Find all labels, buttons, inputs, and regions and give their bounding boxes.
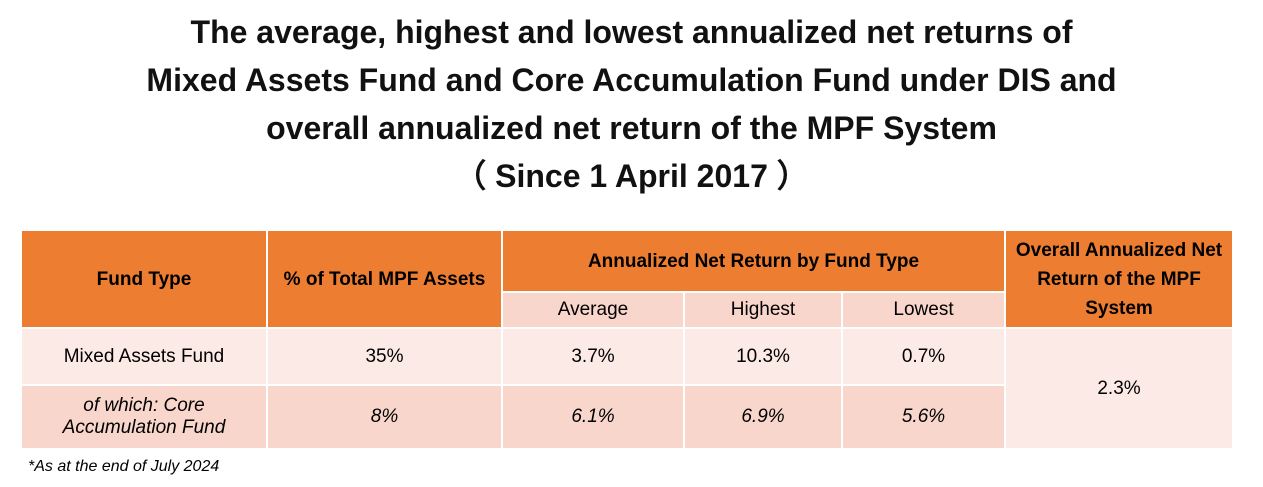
cell-pct: 8% [266,384,503,450]
cell-average: 3.7% [501,327,685,386]
cell-pct: 35% [266,327,503,386]
cell-lowest: 5.6% [840,384,1007,450]
cell-overall-return: 2.3% [1004,327,1235,450]
title-line-1: The average, highest and lowest annualiz… [190,14,1073,50]
footnote: *As at the end of July 2024 [28,458,220,475]
header-average: Average [501,291,685,329]
table-row: of which: Core Accumulation Fund 8% 6.1%… [20,384,1233,450]
cell-highest: 10.3% [683,327,843,386]
cell-lowest: 0.7% [840,327,1007,386]
cell-fund-type: of which: Core Accumulation Fund [20,384,268,450]
header-pct-assets: % of Total MPF Assets [266,229,503,329]
header-annualized-by-type: Annualized Net Return by Fund Type [500,229,1007,293]
title-line-3: overall annualized net return of the MPF… [266,110,997,146]
table-row: Mixed Assets Fund 35% 3.7% 10.3% 0.7% 2.… [20,327,1235,450]
header-lowest: Lowest [840,291,1007,329]
header-highest: Highest [683,291,843,329]
page-title: The average, highest and lowest annualiz… [0,8,1263,200]
returns-table: Fund Type % of Total MPF Assets Annualiz… [20,229,1235,450]
title-line-2: Mixed Assets Fund and Core Accumulation … [146,62,1117,98]
header-overall: Overall Annualized Net Return of the MPF… [1004,229,1235,329]
header-fund-type: Fund Type [20,229,268,329]
title-line-4: （ Since 1 April 2017 ） [454,158,809,194]
cell-fund-type: Mixed Assets Fund [20,327,268,386]
cell-average: 6.1% [501,384,685,450]
cell-highest: 6.9% [683,384,843,450]
